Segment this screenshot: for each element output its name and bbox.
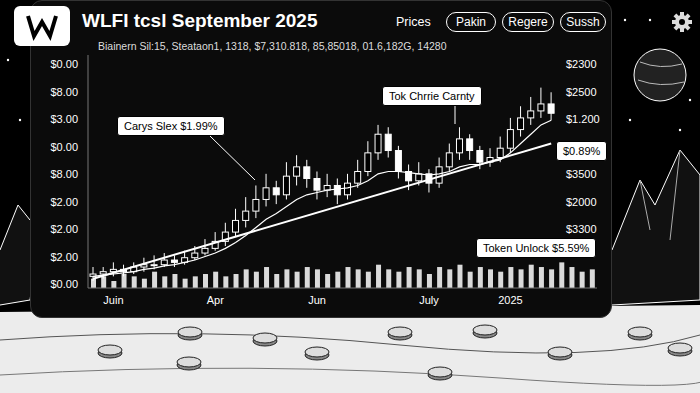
- html-text:$3300: $3300: [566, 223, 597, 235]
- html-text:$0.00: $0.00: [50, 58, 78, 70]
- html-text:Regere: Regere: [508, 15, 548, 29]
- html-text:$2300: $2300: [566, 58, 597, 70]
- html-text:Pakin: Pakin: [456, 15, 486, 29]
- html-text:$8.00: $8.00: [50, 168, 78, 180]
- svg-text:Juin: Juin: [103, 294, 123, 306]
- html-text:Carys Slex $1.99%: Carys Slex $1.99%: [124, 120, 218, 132]
- html-text:$3.00: $3.00: [50, 113, 78, 125]
- svg-text:July: July: [419, 294, 439, 306]
- html-text:Prices: Prices: [396, 15, 431, 29]
- svg-text:Apr: Apr: [207, 294, 224, 306]
- html-text:$8.00: $8.00: [50, 85, 78, 98]
- html-text:$0.00: $0.00: [50, 278, 78, 290]
- svg-text:Jun: Jun: [308, 294, 326, 306]
- html-text:$2500: $2500: [566, 85, 597, 98]
- html-text:$3500: $3500: [566, 168, 597, 180]
- html-text:Token Unlock $5.59%: Token Unlock $5.59%: [483, 242, 590, 254]
- html-text:$2.00: $2.00: [50, 195, 78, 208]
- html-text:$2000: $2000: [566, 195, 597, 208]
- html-text:$0.00: $0.00: [50, 140, 78, 153]
- html-text:Tok Chrrie Carnty: Tok Chrrie Carnty: [389, 90, 475, 102]
- html-text:$2.00: $2.00: [50, 250, 78, 263]
- html-text:Sussh: Sussh: [566, 15, 600, 29]
- html-text:$0.89%: $0.89%: [563, 145, 601, 157]
- html-text:$1.200: $1.200: [566, 113, 600, 125]
- html-text:$2.00: $2.00: [50, 223, 78, 235]
- html-text:WLFI tcsl September 2025: WLFI tcsl September 2025: [82, 10, 318, 31]
- html-text:Biainern Sil:15, Steataon1, 13: Biainern Sil:15, Steataon1, 1318, $7,310…: [98, 40, 447, 52]
- svg-text:2025: 2025: [498, 294, 522, 306]
